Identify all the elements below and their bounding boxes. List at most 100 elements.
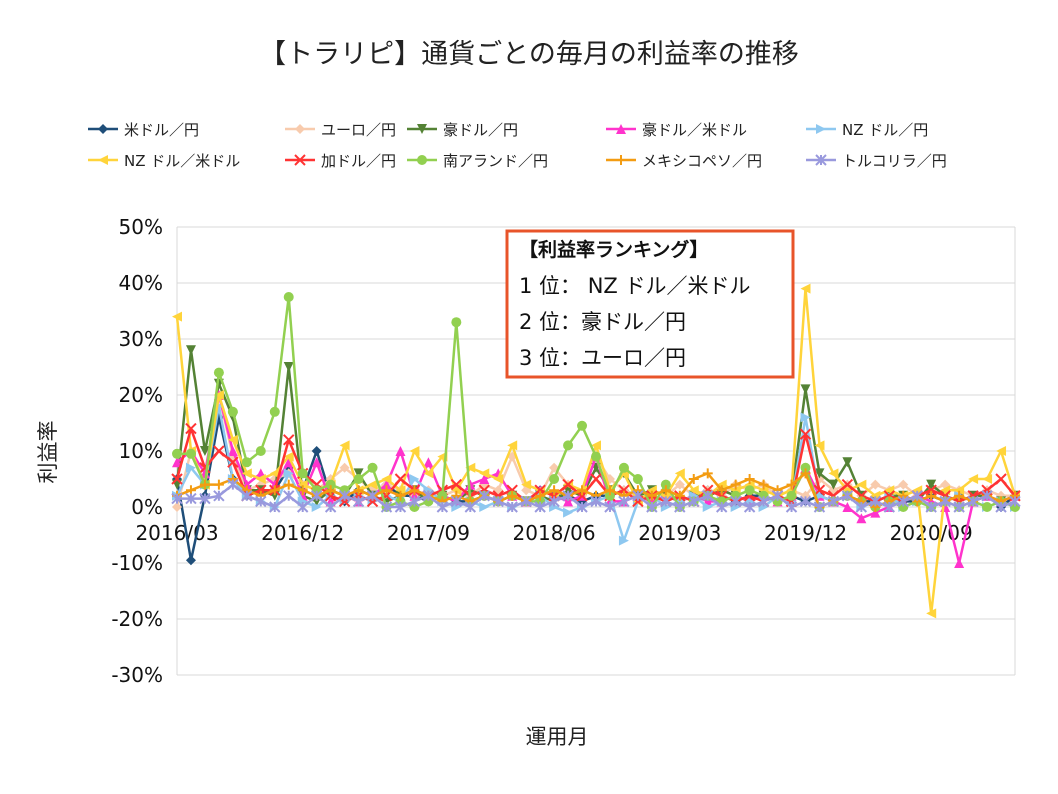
data-point	[213, 490, 225, 502]
data-point	[577, 420, 588, 431]
data-point	[870, 507, 881, 518]
data-point	[227, 456, 239, 468]
legend: 米ドル／円 ユーロ／円 豪ドル／円 豪ドル／米ドル NZ ドル／円 NZ ドル／米ドル 加ド…	[88, 121, 947, 170]
data-point	[563, 440, 574, 451]
legend-label: NZ ドル／米ドル	[124, 152, 240, 170]
data-point	[297, 479, 308, 490]
x-axis-tick-labels: 2016/03 2016/12 2017/09 2018/06 2019/03 2019/…	[135, 521, 972, 545]
data-point	[716, 479, 727, 490]
data-point	[758, 479, 769, 490]
data-point	[660, 479, 671, 490]
x-tick-label: 2019/03	[638, 521, 721, 545]
y-tick-label: 0%	[131, 495, 163, 519]
legend-label: メキシコペソ／円	[642, 152, 762, 170]
data-point	[841, 490, 854, 502]
data-point	[437, 490, 448, 501]
data-point	[729, 495, 742, 508]
data-point	[283, 457, 294, 468]
data-point	[926, 490, 937, 501]
data-point	[591, 451, 601, 462]
data-point	[241, 457, 252, 468]
data-point	[171, 473, 183, 485]
data-point	[199, 492, 211, 505]
data-point	[730, 479, 741, 490]
data-point	[968, 474, 979, 484]
data-point	[395, 490, 406, 501]
data-point	[353, 474, 364, 484]
data-point	[283, 292, 294, 302]
data-point	[255, 446, 266, 456]
data-point	[716, 485, 727, 496]
series-9	[171, 478, 1021, 513]
data-point	[674, 479, 685, 490]
legend-label: 米ドル／円	[124, 121, 199, 139]
data-point	[241, 468, 252, 479]
data-point	[674, 490, 685, 501]
data-point	[283, 479, 294, 490]
data-point	[409, 446, 420, 456]
data-point	[688, 485, 699, 496]
data-point	[785, 501, 798, 513]
x-tick-label: 2016/12	[261, 521, 344, 545]
data-point	[702, 490, 714, 502]
y-tick-label: 40%	[119, 271, 163, 295]
y-tick-label: 50%	[119, 215, 163, 239]
data-point	[660, 495, 672, 508]
data-point	[926, 479, 937, 490]
data-point	[1009, 495, 1021, 508]
data-point	[367, 462, 378, 473]
data-point	[367, 479, 378, 490]
data-point	[366, 490, 379, 502]
legend-swatch-marker	[616, 124, 626, 134]
data-point	[227, 406, 238, 417]
data-point	[227, 434, 238, 445]
data-point	[632, 490, 644, 502]
legend-swatch-marker	[98, 155, 108, 165]
data-point	[827, 495, 840, 508]
data-point	[436, 501, 449, 513]
data-point	[995, 501, 1007, 513]
data-point	[507, 440, 518, 451]
data-point	[842, 502, 853, 512]
data-point	[535, 490, 546, 501]
x-tick-label: 2016/03	[135, 521, 218, 545]
data-point	[939, 495, 951, 508]
data-point	[702, 502, 713, 512]
data-point	[185, 345, 196, 356]
legend-label: トルコリラ／円	[842, 152, 947, 170]
data-point	[283, 434, 295, 446]
data-point	[549, 485, 560, 496]
data-point	[590, 495, 602, 508]
data-point	[450, 478, 463, 491]
data-point	[925, 501, 937, 513]
data-point	[185, 555, 196, 566]
data-point	[800, 462, 811, 473]
data-point	[172, 502, 182, 512]
data-point	[296, 501, 309, 513]
data-point	[325, 485, 336, 496]
data-point	[688, 495, 700, 508]
data-point	[982, 502, 993, 512]
data-point	[744, 474, 755, 484]
data-point	[828, 479, 839, 490]
data-point	[241, 490, 253, 502]
data-point	[353, 485, 364, 496]
data-point	[311, 502, 322, 512]
x-tick-label: 2020/09	[890, 521, 973, 545]
data-point	[674, 468, 685, 479]
legend-item: 加ドル／円	[285, 152, 396, 170]
data-point	[520, 495, 532, 508]
data-point	[297, 485, 308, 496]
x-tick-label: 2018/06	[513, 521, 596, 545]
legend-label: NZ ドル／円	[842, 121, 928, 139]
legend-label: ユーロ／円	[321, 121, 396, 139]
data-point	[799, 495, 812, 508]
x-tick-label: 2019/12	[764, 521, 847, 545]
data-point	[465, 479, 476, 490]
data-point	[883, 501, 896, 513]
data-point	[325, 479, 336, 490]
data-point	[953, 501, 965, 513]
data-point	[577, 485, 588, 496]
data-point	[604, 501, 616, 513]
data-point	[269, 468, 280, 479]
